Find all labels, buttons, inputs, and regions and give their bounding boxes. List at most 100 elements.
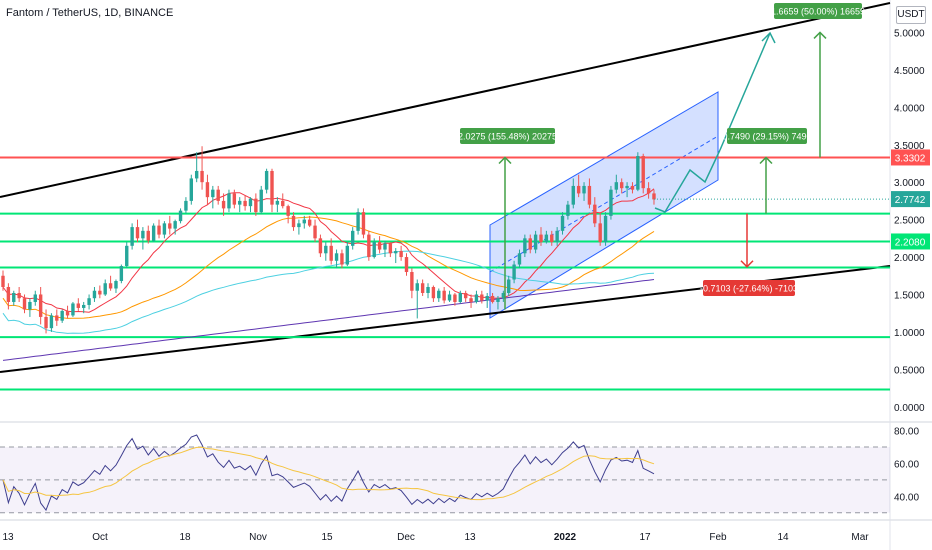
chart-title: Fantom / TetherUS, 1D, BINANCE (6, 7, 174, 19)
last-price-tag-box (891, 191, 930, 208)
candle-body (334, 253, 339, 261)
candle-body (329, 245, 333, 261)
candle-body (119, 266, 124, 282)
time-tick-label: Oct (92, 532, 108, 543)
measure-arrowhead (498, 156, 512, 165)
measure-arrowhead (740, 260, 754, 268)
candle-body (641, 155, 645, 189)
candle-body (184, 200, 188, 211)
candle-body (92, 290, 97, 299)
last-price-tag: 2.7742 (895, 195, 926, 206)
support-price-tag: 2.2080 (895, 237, 926, 248)
candle-body (135, 227, 140, 239)
candle-body (28, 301, 32, 310)
candle-body (6, 286, 11, 302)
candle-body (614, 182, 619, 190)
candle-body (162, 223, 167, 235)
candle-body (108, 283, 113, 289)
candle-body (399, 251, 403, 258)
price-tick-label: 3.0000 (894, 178, 925, 189)
upper-trendline (0, 2, 891, 198)
measure-label-box (460, 128, 555, 144)
candle-body (82, 304, 86, 308)
candle-body (130, 227, 134, 246)
time-tick-label: 17 (639, 532, 651, 543)
measure-label: 0.7490 (29.15%) 7490 (722, 132, 811, 142)
candle-body (415, 283, 419, 291)
candle-body (517, 253, 522, 265)
measure-arrowhead (759, 156, 773, 165)
measure-label: -0.7103 (-27.64%) -7103 (700, 284, 798, 294)
time-tick-label: Feb (709, 532, 727, 543)
candle-body (33, 294, 37, 302)
candle-body (463, 292, 468, 299)
candle-body (71, 303, 75, 316)
candle-body (533, 234, 538, 250)
price-tick-label: 4.0000 (894, 103, 925, 114)
rsi-tick-label: 60.00 (894, 459, 919, 470)
candle-body (60, 310, 64, 321)
candle-body (496, 298, 500, 302)
candle-body (598, 223, 602, 243)
ma-long-line (2, 250, 655, 334)
projection-arrow-head (761, 31, 776, 44)
candle-body (351, 230, 355, 246)
candle-body (340, 253, 344, 265)
candle-body (361, 212, 366, 235)
candle-body (103, 283, 107, 295)
candle-body (630, 185, 635, 190)
candle-body (652, 193, 656, 200)
measure-arrowhead (813, 31, 827, 39)
candle-body (539, 234, 543, 243)
candle-body (12, 292, 16, 302)
measure-label-box (774, 3, 862, 19)
candle-body (264, 170, 269, 190)
candle-body (22, 298, 27, 310)
measure-label: 2.0275 (155.48%) 20275 (458, 132, 557, 142)
candle-body (490, 295, 495, 302)
candle-body (291, 215, 296, 228)
candle-body (593, 204, 597, 224)
candle-body (377, 242, 382, 250)
candle-body (205, 182, 210, 198)
candle-body (447, 294, 452, 301)
candle-body (356, 212, 360, 231)
resistance-price-tag: 3.3302 (895, 153, 926, 164)
candle-body (227, 193, 231, 209)
candle-body (587, 185, 592, 205)
candle-body (1, 275, 5, 287)
candle-body (55, 315, 59, 321)
price-tick-label: 2.0000 (894, 253, 925, 264)
candle-body (367, 234, 371, 258)
candle-body (383, 243, 387, 250)
candle-body (646, 188, 651, 194)
candle-body (512, 264, 516, 280)
time-tick-label: 14 (777, 532, 789, 543)
rsi-tick-label: 40.00 (894, 492, 919, 503)
time-tick-label: 13 (464, 532, 476, 543)
price-tick-label: 3.5000 (894, 141, 925, 152)
candle-body (178, 210, 183, 222)
price-tick-label: 5.0000 (894, 28, 925, 39)
candle-body (168, 223, 172, 229)
candle-body (566, 204, 570, 216)
measure-label: 1.6659 (50.00%) 16659 (771, 7, 865, 17)
time-tick-label: Nov (249, 532, 267, 543)
currency-unit-button[interactable]: USDT (896, 6, 926, 24)
candle-body (238, 200, 242, 205)
candle-body (507, 279, 511, 293)
candle-body (523, 238, 527, 254)
support-price-tag-box (891, 233, 930, 250)
candle-body (17, 292, 21, 299)
candle-body (576, 185, 581, 194)
candle-body (404, 257, 409, 273)
candle-body (582, 185, 586, 194)
candle-body (49, 315, 54, 329)
candle-body (189, 178, 193, 201)
candle-body (372, 242, 376, 258)
candle-body (65, 310, 70, 316)
candle-body (324, 245, 328, 254)
time-tick-label: 18 (179, 532, 191, 543)
candle-body (625, 185, 629, 189)
